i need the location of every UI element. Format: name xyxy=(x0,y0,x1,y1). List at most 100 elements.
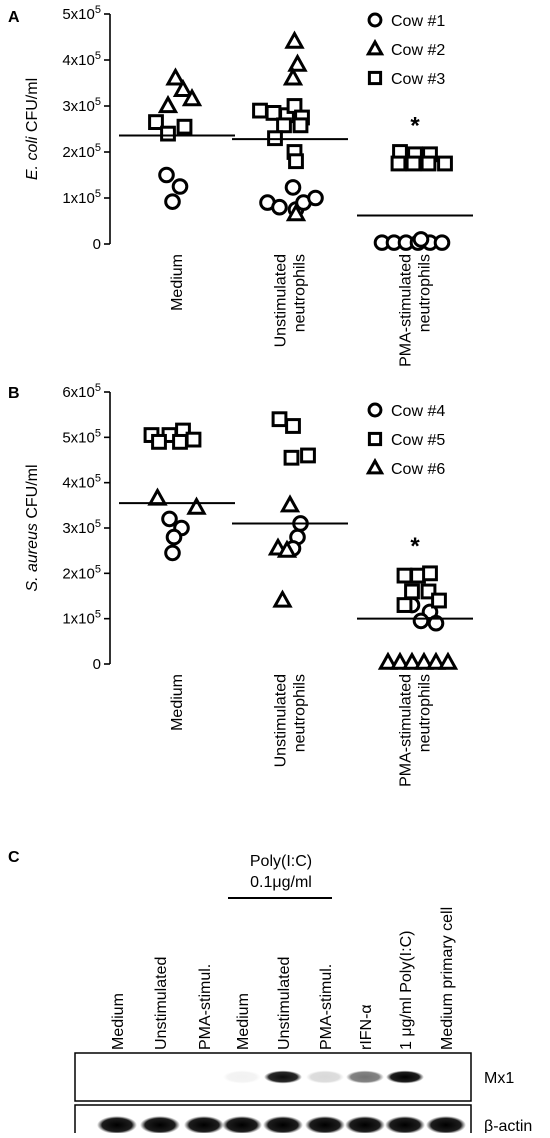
chart-b-category-label: PMA-stimulated xyxy=(398,674,415,787)
blot-band xyxy=(263,1116,303,1134)
chart-b-point-triangle xyxy=(401,651,423,670)
chart-a-category-label: Medium xyxy=(169,254,186,311)
chart-b-point-square xyxy=(404,583,420,600)
blot-band xyxy=(306,1070,344,1084)
blot-band xyxy=(264,1070,302,1084)
blot-band xyxy=(140,1116,180,1134)
chart-a-legend-label: Cow #3 xyxy=(391,71,445,88)
panel-b: B 0 1x105 2x105 3x105 4x105 5x105 6x105 S. aure… xyxy=(8,382,473,787)
chart-a-point-circle xyxy=(284,179,302,196)
chart-b-point-triangle xyxy=(272,589,293,608)
blot-band xyxy=(97,1116,137,1134)
chart-b-point-square xyxy=(285,418,301,434)
chart-a-point-square xyxy=(292,117,309,134)
chart-b-point-triangle xyxy=(147,487,168,506)
chart-a-point-square xyxy=(288,153,304,170)
blot-band xyxy=(385,1116,425,1134)
chart-b-point-square xyxy=(396,567,413,584)
chart-a-y-tick-label: 3x105 xyxy=(62,96,101,115)
blot-lane-label: Unstimulated xyxy=(276,957,293,1050)
chart-a-point-square xyxy=(148,114,164,130)
chart-a-point-triangle xyxy=(165,67,186,86)
blot-row-label: β-actin xyxy=(484,1118,532,1133)
chart-a-point-circle xyxy=(433,234,451,251)
panel-letter-b: B xyxy=(8,385,20,402)
blot-lane-label: Medium primary cell xyxy=(439,907,456,1050)
chart-a-y-tick-label: 1x105 xyxy=(62,188,101,207)
chart-a-point-circle xyxy=(164,193,181,210)
blot-row-label: Mx1 xyxy=(484,1070,514,1087)
chart-a-point-square xyxy=(437,155,453,172)
chart-a-y-tick-label: 4x105 xyxy=(62,50,101,69)
blot-group-label-line1: Poly(I:C) xyxy=(250,853,312,870)
chart-b-category-label: neutrophils xyxy=(417,674,434,752)
chart-a-point-triangle xyxy=(282,67,304,86)
chart-b-point-square xyxy=(431,592,447,609)
chart-a-y-tick-label: 2x105 xyxy=(62,142,101,161)
blot-lane-label: PMA-stimul. xyxy=(318,964,335,1050)
blot-band xyxy=(223,1070,261,1084)
chart-b-legend-marker xyxy=(367,431,383,447)
chart-b-point-triangle xyxy=(437,651,459,670)
chart-b-category-label: neutrophils xyxy=(292,674,309,752)
chart-a-point-circle xyxy=(171,178,189,195)
chart-b-point-square xyxy=(422,565,438,582)
blot-lane-label: Medium xyxy=(235,993,252,1050)
blot-group-label-line2: 0.1μg/ml xyxy=(250,874,312,891)
chart-a-point-triangle xyxy=(287,53,308,72)
chart-a-y-tick-label: 0 xyxy=(93,236,101,253)
blot-lane-label: 1 μg/ml Poly(I:C) xyxy=(398,931,415,1050)
blot-band xyxy=(346,1070,384,1084)
chart-b-y-tick-label: 0 xyxy=(93,656,101,673)
chart-b-y-tick-label: 5x105 xyxy=(62,427,101,446)
chart-a-category-label: PMA-stimulated xyxy=(398,254,415,367)
chart-b-y-axis-label: S. aureus CFU/ml xyxy=(24,464,41,591)
panel-letter-c: C xyxy=(8,849,20,866)
chart-a-point-square xyxy=(405,155,422,172)
chart-b-legend-marker xyxy=(365,457,385,475)
blot-band xyxy=(386,1070,424,1084)
chart-a-category-label: Unstimulated xyxy=(273,254,290,347)
chart-b-y-tick-label: 3x105 xyxy=(62,518,101,537)
chart-a-point-triangle xyxy=(172,78,194,97)
chart-b-point-square xyxy=(271,411,288,428)
chart-b-point-triangle xyxy=(279,494,301,513)
chart-b-point-square xyxy=(151,433,167,450)
chart-b-significance-marker: * xyxy=(410,533,420,560)
chart-b-legend-label: Cow #4 xyxy=(391,403,445,420)
chart-b-point-circle xyxy=(165,528,183,546)
chart-a-point-triangle xyxy=(157,94,179,114)
chart-b-y-tick-label: 4x105 xyxy=(62,473,101,492)
chart-b-category-label: Medium xyxy=(169,674,186,731)
chart-a-category-label: neutrophils xyxy=(417,254,434,332)
chart-a-point-triangle xyxy=(284,30,305,49)
chart-b-point-triangle xyxy=(413,651,435,670)
chart-a-point-circle xyxy=(271,198,288,216)
chart-b-point-triangle xyxy=(276,539,298,558)
chart-a-point-square xyxy=(390,155,407,172)
chart-a-point-square xyxy=(265,105,282,121)
chart-a-point-square xyxy=(176,118,193,135)
chart-b-point-square xyxy=(172,433,188,450)
blot-lane-label: Medium xyxy=(110,993,127,1050)
chart-a-point-triangle xyxy=(181,88,203,107)
chart-a-legend-marker xyxy=(367,12,383,28)
chart-b-point-square xyxy=(185,431,202,448)
chart-b-point-triangle xyxy=(377,651,399,670)
blot-lane-label: Unstimulated xyxy=(153,957,170,1050)
panel-c: C Poly(I:C) 0.1μg/ml Medium Unstimulated P… xyxy=(8,849,532,1138)
panel-letter-a: A xyxy=(8,9,20,26)
chart-b-point-triangle xyxy=(389,651,411,670)
chart-b-point-square xyxy=(396,597,413,613)
chart-b-point-triangle xyxy=(186,496,207,515)
blot-band xyxy=(222,1116,262,1134)
chart-b-legend-marker xyxy=(367,402,383,418)
chart-a-point-circle xyxy=(158,166,175,184)
chart-b-point-square xyxy=(283,449,300,466)
chart-b-point-circle xyxy=(412,612,430,630)
chart-a-significance-marker: * xyxy=(410,112,420,139)
chart-b-point-triangle xyxy=(425,651,447,670)
blot-band xyxy=(184,1116,224,1134)
chart-a-point-circle xyxy=(307,189,324,207)
chart-b-category-label: Unstimulated xyxy=(273,674,290,767)
